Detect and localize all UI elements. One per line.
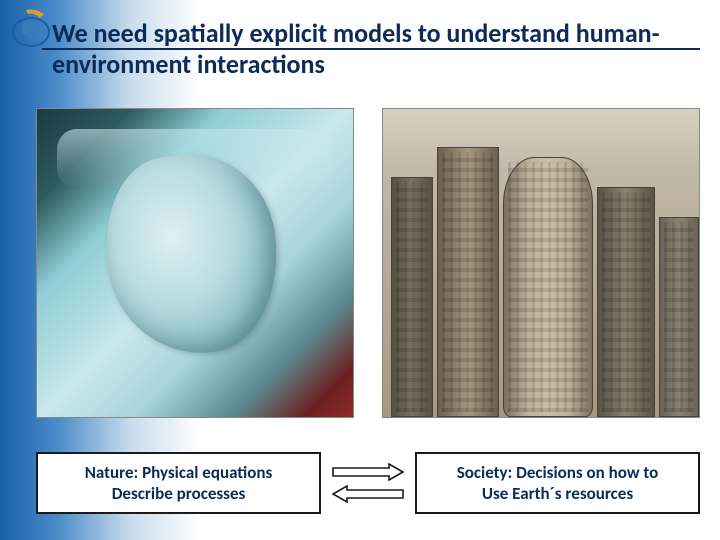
nature-caption-line1: Nature: Physical equations	[48, 462, 309, 483]
arrow-right-icon	[331, 463, 405, 481]
city-skyline	[383, 137, 699, 417]
inpe-logo	[6, 6, 56, 50]
nature-caption-line2: Describe processes	[48, 483, 309, 504]
page-title: We need spatially explicit models to und…	[52, 18, 700, 83]
society-caption-line2: Use Earth´s resources	[427, 483, 688, 504]
society-caption: Society: Decisions on how to Use Earth´s…	[415, 452, 700, 515]
nature-caption: Nature: Physical equations Describe proc…	[36, 452, 321, 515]
nature-image	[36, 108, 354, 418]
images-row	[36, 108, 700, 418]
title-block: We need spatially explicit models to und…	[52, 18, 700, 83]
arrow-left-icon	[331, 485, 405, 503]
society-image	[382, 108, 700, 418]
society-caption-line1: Society: Decisions on how to	[427, 462, 688, 483]
bidirectional-arrows	[329, 460, 407, 506]
captions-row: Nature: Physical equations Describe proc…	[36, 452, 700, 515]
